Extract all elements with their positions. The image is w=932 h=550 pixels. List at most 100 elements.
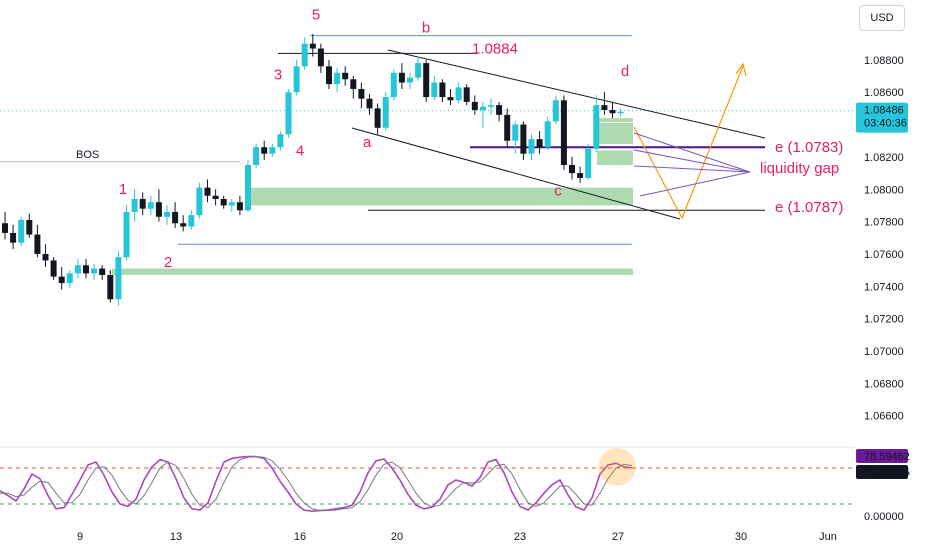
candle	[560, 95, 567, 170]
candle	[423, 59, 430, 102]
price-tick-label: 1.07200	[864, 314, 904, 326]
candle	[123, 205, 130, 261]
wave-label: 5	[312, 6, 320, 23]
candle	[236, 195, 243, 216]
candle	[155, 189, 162, 222]
highlight-circle	[598, 448, 636, 486]
candle	[544, 116, 551, 151]
liquidity-gap-pointer	[639, 171, 751, 197]
demand-zones	[112, 118, 633, 275]
candle-body	[463, 87, 470, 102]
time-tick-label: 20	[391, 531, 403, 543]
candle	[439, 79, 446, 102]
candle-body	[83, 265, 89, 274]
candle-body	[439, 82, 446, 98]
candle	[58, 266, 65, 290]
candle-body	[512, 124, 519, 141]
candle	[147, 195, 154, 216]
candle-body	[528, 139, 535, 154]
candle	[496, 101, 503, 122]
candle	[34, 224, 41, 258]
candle	[301, 37, 308, 70]
candle	[66, 270, 73, 288]
candle-body	[471, 101, 478, 110]
candle	[577, 166, 584, 183]
candle-body	[58, 276, 65, 284]
candle	[188, 210, 195, 230]
stoch-k-line	[0, 455, 633, 513]
candle-body	[479, 106, 486, 110]
last-price-value: 1.08486	[864, 105, 904, 117]
candle-body	[277, 134, 284, 148]
price-tick-label: 1.06600	[864, 411, 904, 423]
candle	[407, 72, 413, 89]
candle	[99, 265, 106, 280]
candle	[228, 198, 235, 212]
candle-body	[147, 202, 154, 209]
candle	[18, 216, 25, 246]
candle-body	[577, 173, 584, 178]
wave-label: c	[554, 183, 562, 200]
candle	[552, 95, 559, 125]
candle-body	[115, 257, 122, 300]
candle-body	[609, 110, 616, 114]
wave-label: a	[363, 134, 372, 151]
candle	[601, 92, 608, 115]
liquidity-zone	[597, 118, 633, 123]
side-label: liquidity gap	[760, 160, 839, 177]
candle-body	[285, 92, 292, 135]
candle-body	[261, 147, 268, 154]
price-tick-label: 1.07800	[864, 217, 904, 229]
stoch-k-readout: 78.59462	[864, 451, 910, 463]
candle	[398, 63, 405, 89]
time-tick-label: 13	[170, 531, 182, 543]
candle-body	[326, 66, 332, 85]
candle-body	[585, 148, 592, 178]
candle	[2, 211, 8, 240]
descending-channel	[351, 49, 766, 220]
candle-body	[26, 220, 33, 235]
candle	[309, 33, 316, 57]
price-axis[interactable]: 1.088001.086001.084001.082001.080001.078…	[856, 55, 910, 523]
time-tick-label: 9	[77, 531, 83, 543]
candle-body	[188, 215, 195, 227]
candle-body	[415, 63, 422, 78]
candle	[172, 202, 179, 229]
candle-body	[423, 63, 430, 98]
stoch-d-badge	[856, 465, 908, 479]
candle	[261, 140, 268, 161]
candle-body	[139, 198, 146, 209]
candle	[374, 103, 381, 135]
candle	[617, 108, 624, 117]
candle-body	[544, 121, 551, 148]
projection-lines	[633, 62, 751, 220]
candle-body	[66, 273, 73, 284]
candle-body	[107, 275, 114, 300]
wave-label: 1	[119, 181, 127, 198]
channel-upper	[387, 49, 766, 139]
liquidity-zone	[597, 122, 633, 144]
candle-body	[488, 105, 494, 107]
liquidity-zone	[245, 187, 633, 206]
liquidity-gap-pointer	[633, 149, 751, 173]
candle	[277, 131, 284, 151]
time-axis[interactable]: 9 13 16 20 23 27 30 Jun	[77, 531, 837, 543]
currency-button[interactable]: USD	[859, 5, 905, 31]
candle-body	[42, 253, 49, 261]
candle	[253, 143, 260, 169]
candle-body	[520, 124, 527, 154]
price-tick-label: 1.07600	[864, 249, 904, 261]
candle	[512, 121, 519, 154]
candle-body	[131, 198, 138, 212]
candle-body	[10, 232, 17, 243]
candle-body	[390, 72, 397, 98]
candle-body	[91, 268, 98, 274]
candle-body	[536, 139, 543, 148]
candle-body	[18, 220, 25, 243]
candle	[431, 76, 438, 101]
wave-label: 2	[164, 254, 172, 271]
candle	[463, 84, 470, 106]
candle-body	[617, 111, 624, 114]
